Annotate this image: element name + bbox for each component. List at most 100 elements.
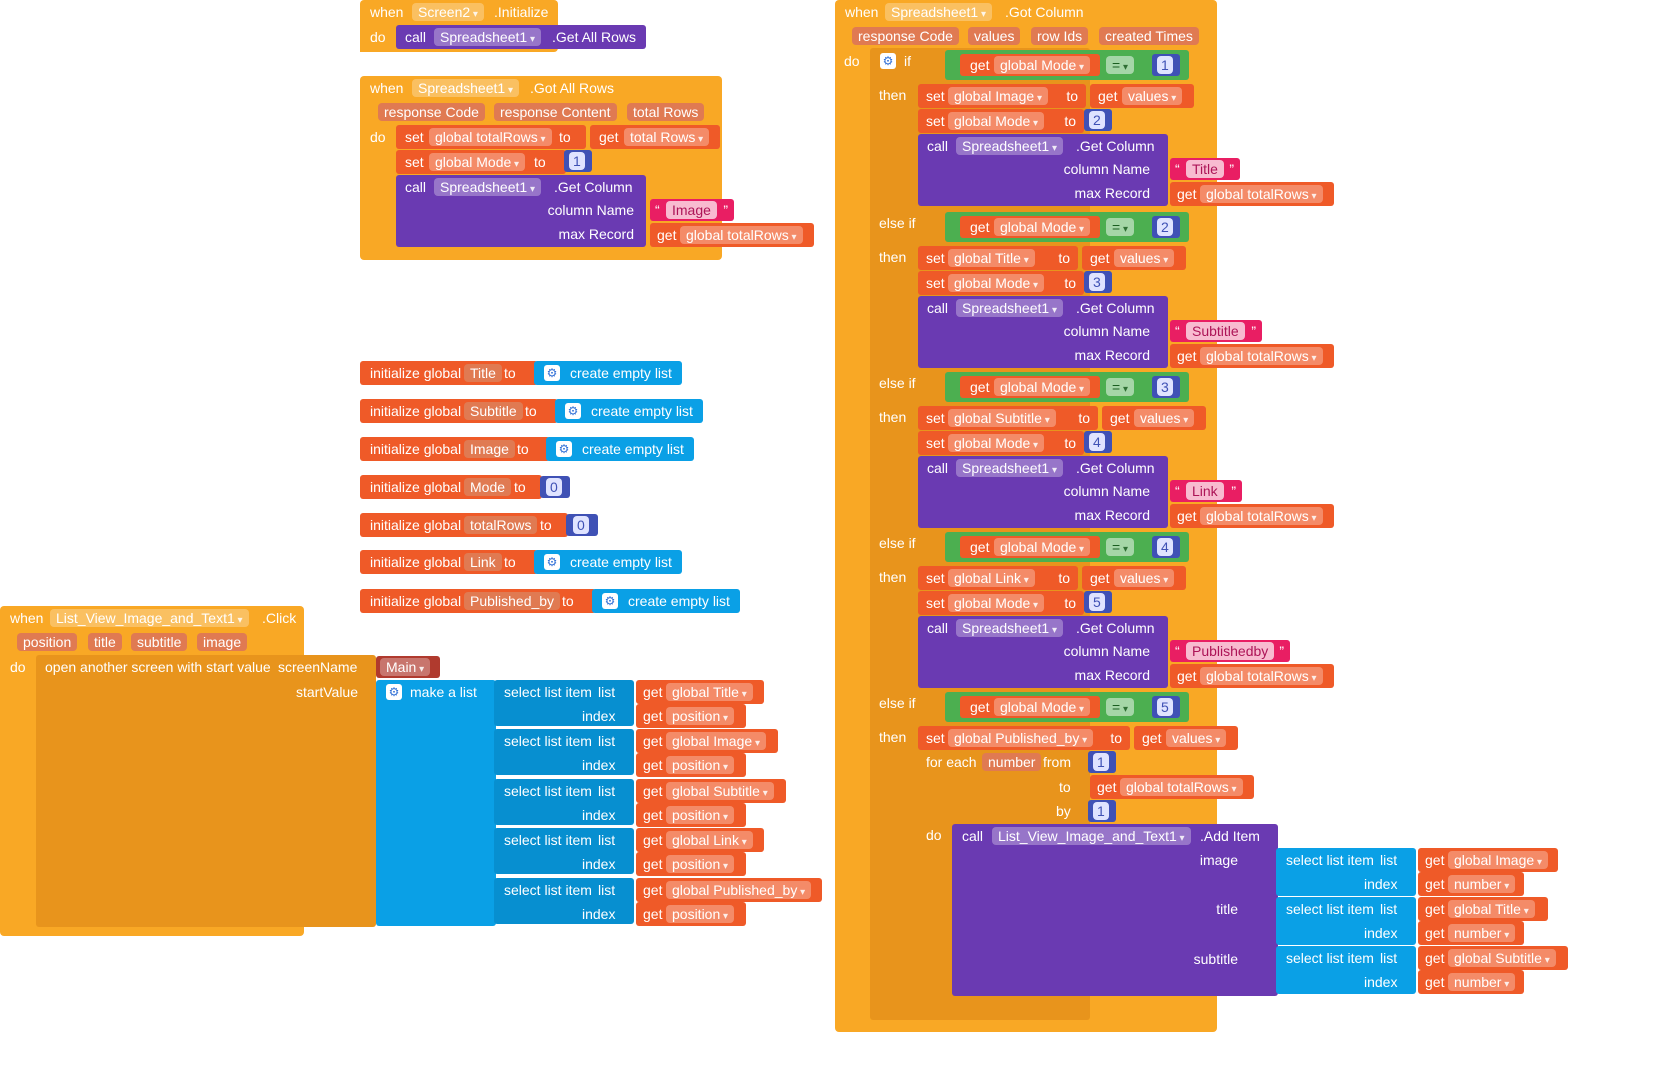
number-block[interactable]: 0 xyxy=(566,514,598,536)
param-title[interactable]: title xyxy=(88,633,122,651)
component-dropdown[interactable]: Spreadsheet1 xyxy=(956,459,1063,477)
text-value[interactable]: Image xyxy=(666,201,717,219)
variable-dropdown[interactable]: global Title xyxy=(948,249,1035,267)
global-subtitle-block[interactable]: initialize global Subtitle to xyxy=(360,399,558,423)
select-list-item-block[interactable]: select list item list index xyxy=(1276,848,1416,896)
variable-dropdown[interactable]: global totalRows xyxy=(1200,507,1323,525)
param-response-content[interactable]: response Content xyxy=(494,103,617,121)
number-block[interactable]: 1 xyxy=(564,150,592,172)
text-value[interactable]: Publishedby xyxy=(1186,642,1275,660)
param-subtitle[interactable]: subtitle xyxy=(131,633,188,651)
gear-icon[interactable]: ⚙ xyxy=(544,554,560,570)
gear-icon[interactable]: ⚙ xyxy=(880,53,896,69)
set-mode-block[interactable]: set global Mode to xyxy=(918,591,1084,615)
create-empty-list-block[interactable]: ⚙ create empty list xyxy=(534,550,682,574)
select-list-item-block[interactable]: select list item list index xyxy=(494,729,634,775)
get-list-block[interactable]: get global Title xyxy=(636,680,764,704)
variable-dropdown[interactable]: global totalRows xyxy=(1200,347,1323,365)
set-mode-block[interactable]: set global Mode to xyxy=(918,431,1084,455)
loop-var-dropdown[interactable]: number xyxy=(1448,875,1516,893)
param-dropdown[interactable]: values xyxy=(1134,409,1195,427)
text-value[interactable]: Link xyxy=(1186,482,1224,500)
set-mode-block[interactable]: set global Mode to xyxy=(396,150,566,174)
set-var-block[interactable]: set global Title to xyxy=(918,246,1078,270)
add-item-block[interactable]: call List_View_Image_and_Text1 .Add Item… xyxy=(952,824,1278,996)
global-link-block[interactable]: initialize global Link to xyxy=(360,550,538,574)
param-dropdown[interactable]: values xyxy=(1114,249,1175,267)
param-response-code[interactable]: response Code xyxy=(852,27,959,45)
param-dropdown[interactable]: position xyxy=(666,707,735,725)
global-name[interactable]: totalRows xyxy=(464,516,538,534)
text-block[interactable]: “ Title ” xyxy=(1170,158,1240,180)
variable-dropdown[interactable]: global Mode xyxy=(948,274,1045,292)
get-total-rows-block[interactable]: get global totalRows xyxy=(1170,182,1334,206)
get-list-block[interactable]: get global Subtitle xyxy=(636,779,786,803)
component-dropdown[interactable]: Spreadsheet1 xyxy=(956,299,1063,317)
get-position-block[interactable]: get position xyxy=(636,803,746,827)
get-mode-block[interactable]: get global Mode xyxy=(960,54,1100,76)
number-value[interactable]: 3 xyxy=(1089,273,1105,291)
screen-dropdown[interactable]: Main xyxy=(380,658,431,676)
text-block[interactable]: “ Subtitle ” xyxy=(1170,320,1262,342)
global-name[interactable]: Published_by xyxy=(464,592,561,610)
global-mode-block[interactable]: initialize global Mode to xyxy=(360,475,542,499)
number-value[interactable]: 0 xyxy=(573,516,589,534)
set-mode-block[interactable]: set global Mode to xyxy=(918,109,1084,133)
make-list-block[interactable]: ⚙ make a list xyxy=(376,680,496,926)
create-empty-list-block[interactable]: ⚙ create empty list xyxy=(534,361,682,385)
number-value[interactable]: 5 xyxy=(1089,593,1105,611)
variable-dropdown[interactable]: global totalRows xyxy=(1200,185,1323,203)
call-get-column-block[interactable]: call Spreadsheet1 .Get Column column Nam… xyxy=(918,296,1168,368)
param-dropdown[interactable]: position xyxy=(666,756,735,774)
variable-dropdown[interactable]: global Image xyxy=(1448,851,1548,869)
variable-dropdown[interactable]: global Mode xyxy=(948,594,1045,612)
variable-dropdown[interactable]: global Image xyxy=(948,87,1048,105)
variable-dropdown[interactable]: global totalRows xyxy=(1120,778,1243,796)
select-list-item-block[interactable]: select list item list index xyxy=(494,779,634,825)
get-mode-block[interactable]: get global Mode xyxy=(960,536,1100,558)
number-value[interactable]: 2 xyxy=(1157,218,1173,236)
variable-dropdown[interactable]: global Title xyxy=(666,683,753,701)
global-published-by-block[interactable]: initialize global Published_by to xyxy=(360,589,596,613)
text-block[interactable]: “ Publishedby ” xyxy=(1170,640,1290,662)
number-value[interactable]: 1 xyxy=(1093,802,1109,820)
gear-icon[interactable]: ⚙ xyxy=(556,441,572,457)
get-values-block[interactable]: get values xyxy=(1102,406,1206,430)
number-value[interactable]: 1 xyxy=(569,152,585,170)
number-block[interactable]: 3 xyxy=(1152,376,1180,398)
get-number-block[interactable]: get number xyxy=(1418,970,1524,994)
global-name[interactable]: Link xyxy=(464,553,502,571)
variable-dropdown[interactable]: global Subtitle xyxy=(1448,949,1556,967)
number-block[interactable]: 5 xyxy=(1084,591,1112,613)
variable-dropdown[interactable]: global Published_by xyxy=(948,729,1094,747)
get-values-block[interactable]: get values xyxy=(1082,566,1186,590)
operator-dropdown[interactable]: = xyxy=(1106,56,1134,74)
number-value[interactable]: 5 xyxy=(1157,698,1173,716)
call-get-column-block[interactable]: call Spreadsheet1 .Get Column column Nam… xyxy=(396,175,646,247)
set-var-block[interactable]: set global Image to xyxy=(918,84,1086,108)
loop-variable[interactable]: number xyxy=(982,753,1042,771)
set-published-by-block[interactable]: set global Published_by to xyxy=(918,726,1130,750)
param-row-ids[interactable]: row Ids xyxy=(1031,27,1089,45)
variable-dropdown[interactable]: global Mode xyxy=(994,56,1091,74)
create-empty-list-block[interactable]: ⚙ create empty list xyxy=(555,399,703,423)
operator-dropdown[interactable]: = xyxy=(1106,218,1134,236)
gear-icon[interactable]: ⚙ xyxy=(602,593,618,609)
select-list-item-block[interactable]: select list item list index xyxy=(494,680,634,726)
component-dropdown[interactable]: Spreadsheet1 xyxy=(956,137,1063,155)
text-value[interactable]: Subtitle xyxy=(1186,322,1245,340)
get-list-block[interactable]: get global Image xyxy=(1418,848,1558,872)
get-mode-block[interactable]: get global Mode xyxy=(960,376,1100,398)
get-number-block[interactable]: get number xyxy=(1418,872,1524,896)
get-list-block[interactable]: get global Image xyxy=(636,729,778,753)
param-dropdown[interactable]: values xyxy=(1122,87,1183,105)
variable-dropdown[interactable]: global Mode xyxy=(994,538,1091,556)
gear-icon[interactable]: ⚙ xyxy=(565,403,581,419)
variable-dropdown[interactable]: global Mode xyxy=(994,378,1091,396)
operator-dropdown[interactable]: = xyxy=(1106,698,1134,716)
gear-icon[interactable]: ⚙ xyxy=(386,684,402,700)
operator-dropdown[interactable]: = xyxy=(1106,538,1134,556)
number-block[interactable]: 2 xyxy=(1152,216,1180,238)
operator-dropdown[interactable]: = xyxy=(1106,378,1134,396)
number-block[interactable]: 0 xyxy=(540,476,570,498)
